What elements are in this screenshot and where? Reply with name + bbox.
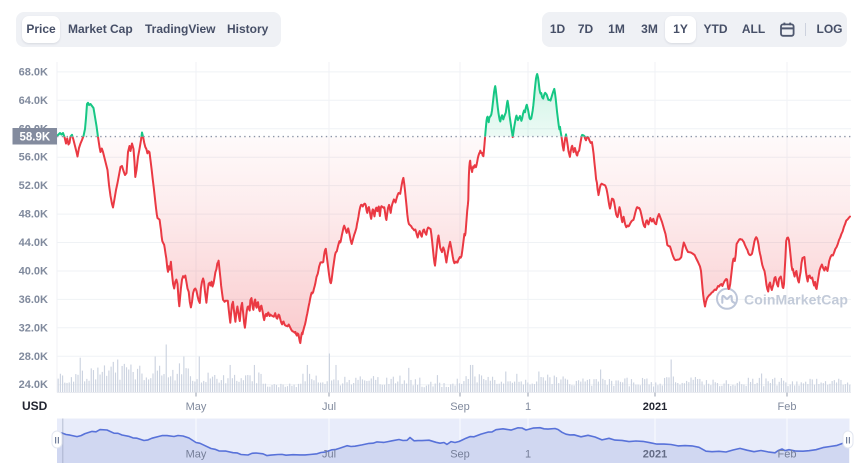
svg-text:Sep: Sep — [450, 401, 470, 413]
svg-text:CoinMarketCap: CoinMarketCap — [744, 292, 848, 308]
svg-text:Feb: Feb — [778, 401, 797, 413]
svg-text:40.0K: 40.0K — [19, 266, 48, 278]
svg-text:USD: USD — [22, 399, 48, 413]
svg-text:28.0K: 28.0K — [19, 351, 48, 363]
svg-text:36.0K: 36.0K — [19, 294, 48, 306]
svg-text:52.0K: 52.0K — [19, 180, 48, 192]
svg-text:56.0K: 56.0K — [19, 152, 48, 164]
svg-text:2021: 2021 — [643, 449, 667, 461]
svg-text:64.0K: 64.0K — [19, 95, 48, 107]
svg-text:2021: 2021 — [643, 401, 667, 413]
svg-text:1: 1 — [525, 401, 531, 413]
svg-text:48.0K: 48.0K — [19, 209, 48, 221]
svg-text:May: May — [186, 401, 207, 413]
svg-text:Jul: Jul — [322, 401, 336, 413]
svg-text:32.0K: 32.0K — [19, 322, 48, 334]
svg-text:1: 1 — [525, 449, 531, 461]
svg-text:68.0K: 68.0K — [19, 66, 48, 78]
svg-text:58.9K: 58.9K — [19, 132, 50, 144]
svg-text:Sep: Sep — [450, 449, 470, 461]
svg-text:44.0K: 44.0K — [19, 237, 48, 249]
svg-text:May: May — [186, 449, 207, 461]
svg-text:24.0K: 24.0K — [19, 379, 48, 391]
svg-text:Jul: Jul — [322, 449, 336, 461]
svg-text:Feb: Feb — [778, 449, 797, 461]
